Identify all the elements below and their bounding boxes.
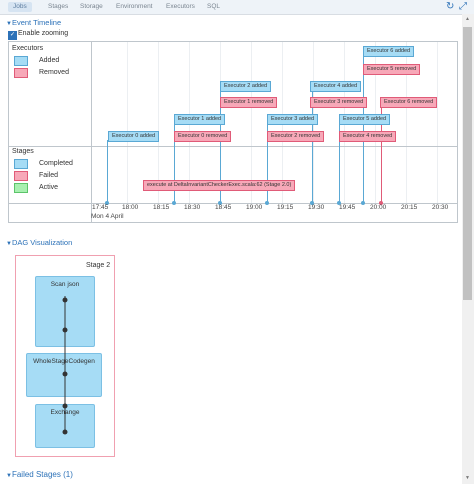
event-line <box>107 140 108 202</box>
tick-label: 18:00 <box>122 204 139 211</box>
legend-completed-label: Completed <box>39 160 73 167</box>
executor-0-added-event[interactable]: Executor 0 added <box>108 131 160 142</box>
legend-added-label: Added <box>39 57 60 64</box>
event-dot <box>379 201 383 205</box>
top-nav-bar: Jobs Stages Storage Environment Executor… <box>0 0 474 15</box>
legend-removed-label: Removed <box>39 69 69 76</box>
legend-failed-label: Failed <box>39 172 59 179</box>
event-timeline-title: Event Timeline <box>11 18 62 27</box>
dag-edges <box>62 296 68 435</box>
executor-5-removed-event[interactable]: Executor 5 removed <box>363 64 421 75</box>
tab-sql[interactable]: SQL <box>207 3 221 10</box>
tick-label: 20:00 <box>370 204 387 211</box>
stage-2-failed-event[interactable]: execute at DeltaInvariantCheckerExec.sca… <box>143 180 296 191</box>
executor-4-added-event[interactable]: Executor 4 added <box>310 81 362 92</box>
event-dot <box>218 201 222 205</box>
event-line <box>174 124 175 202</box>
enable-zooming-checkbox[interactable]: ✓ <box>8 31 17 40</box>
event-timeline-chart: Executors Added Removed Stages Completed… <box>8 41 458 223</box>
tick-label: 20:15 <box>401 204 418 211</box>
collapse-triangle-icon: ▼ <box>6 473 12 479</box>
legend-removed-swatch <box>14 68 28 78</box>
tick-label: 18:45 <box>215 204 232 211</box>
grid-line <box>251 42 252 203</box>
tick-label: 18:15 <box>153 204 170 211</box>
event-line <box>312 88 313 202</box>
dag-stage-label: Stage 2 <box>86 262 111 269</box>
dag-visualization-toggle[interactable]: ▼DAG Visualization <box>6 238 72 247</box>
tab-stages[interactable]: Stages <box>48 3 69 10</box>
failed-stages-toggle[interactable]: ▼Failed Stages (1) <box>6 470 73 479</box>
event-line <box>363 52 364 202</box>
event-line <box>267 124 268 202</box>
grid-line <box>127 42 128 203</box>
collapse-triangle-icon: ▼ <box>6 241 12 247</box>
stages-group-label: Stages <box>12 148 34 155</box>
timeline-axis-line <box>9 203 457 204</box>
tab-storage[interactable]: Storage <box>80 3 103 10</box>
grid-line <box>158 42 159 203</box>
legend-active-label: Active <box>39 184 59 191</box>
executor-0-removed-event[interactable]: Executor 0 removed <box>174 131 232 142</box>
legend-active-swatch <box>14 183 28 193</box>
executor-1-added-event[interactable]: Executor 1 added <box>174 114 226 125</box>
event-dot <box>172 201 176 205</box>
legend-completed-swatch <box>14 159 28 169</box>
event-line <box>381 102 382 202</box>
event-dot <box>265 201 269 205</box>
executor-3-added-event[interactable]: Executor 3 added <box>267 114 319 125</box>
executor-2-added-event[interactable]: Executor 2 added <box>220 81 272 92</box>
refresh-icon[interactable]: ↻ <box>446 1 455 12</box>
timeline-group-divider <box>9 146 457 147</box>
legend-added-swatch <box>14 56 28 66</box>
dag-node-label: Scan json <box>50 281 80 288</box>
executor-6-added-event[interactable]: Executor 6 added <box>363 46 415 57</box>
failed-stages-title: Failed Stages (1) <box>11 470 73 479</box>
grid-line <box>406 42 407 203</box>
expand-icon[interactable]: ⤢ <box>459 1 467 12</box>
tick-label: 19:00 <box>246 204 263 211</box>
executors-group-label: Executors <box>12 45 44 52</box>
dag-node-label: WholeStageCodegen <box>33 358 95 365</box>
event-line <box>339 124 340 202</box>
dag-stage-cluster: Stage 2 Scan json WholeStageCodegen Exch… <box>15 255 115 457</box>
event-dot <box>310 201 314 205</box>
event-line <box>220 88 221 202</box>
executor-6-removed-event[interactable]: Executor 6 removed <box>380 97 438 108</box>
event-dot <box>361 201 365 205</box>
scrollbar-thumb[interactable] <box>463 27 472 300</box>
executor-1-removed-event[interactable]: Executor 1 removed <box>220 97 278 108</box>
tick-label: 20:30 <box>432 204 449 211</box>
executor-5-added-event[interactable]: Executor 5 added <box>339 114 391 125</box>
timeline-day-label: Mon 4 April <box>91 213 124 220</box>
event-timeline-toggle[interactable]: ▼Event Timeline <box>6 18 61 27</box>
timeline-label-divider <box>91 42 92 222</box>
grid-line <box>437 42 438 203</box>
enable-zooming-label: Enable zooming <box>18 30 69 37</box>
executor-4-removed-event[interactable]: Executor 4 removed <box>339 131 397 142</box>
event-dot <box>105 201 109 205</box>
tick-label: 18:30 <box>184 204 201 211</box>
tick-label: 17:45 <box>92 204 109 211</box>
scroll-down-arrow-icon[interactable]: ▼ <box>465 475 470 481</box>
tab-executors[interactable]: Executors <box>166 3 195 10</box>
tick-label: 19:15 <box>277 204 294 211</box>
dag-visualization-title: DAG Visualization <box>11 238 73 247</box>
tick-label: 19:30 <box>308 204 325 211</box>
tick-label: 19:45 <box>339 204 356 211</box>
legend-failed-swatch <box>14 171 28 181</box>
event-dot <box>337 201 341 205</box>
tab-jobs[interactable]: Jobs <box>8 2 32 12</box>
scroll-up-arrow-icon[interactable]: ▲ <box>465 16 470 22</box>
executor-3-removed-event[interactable]: Executor 3 removed <box>310 97 368 108</box>
collapse-triangle-icon: ▼ <box>6 21 12 27</box>
executor-2-removed-event[interactable]: Executor 2 removed <box>267 131 325 142</box>
tab-environment[interactable]: Environment <box>116 3 153 10</box>
